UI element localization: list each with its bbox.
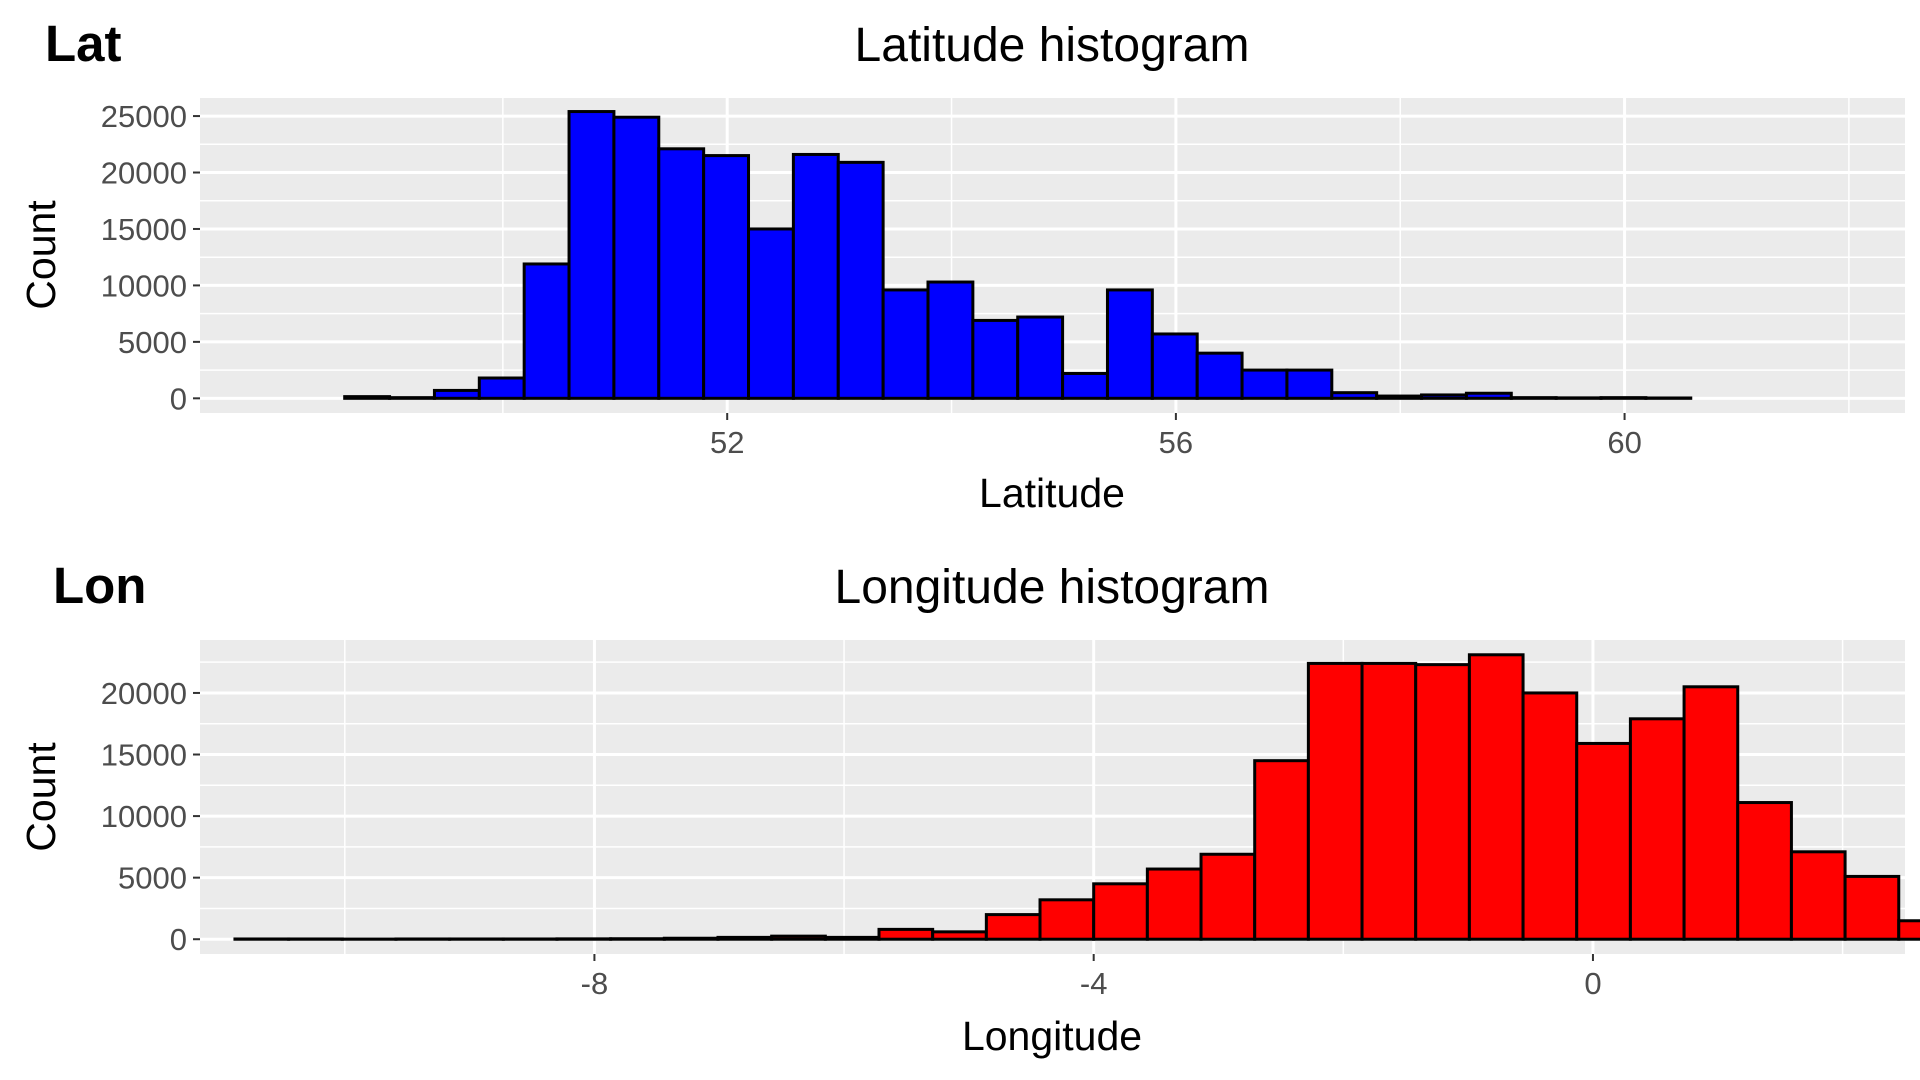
latitude-bar [1061, 371, 1109, 400]
latitude-x-axis-title: Latitude [979, 470, 1125, 516]
longitude-y-tick-label: 20000 [101, 676, 187, 711]
latitude-y-axis: 0 5000 10000 15000 20000 25000 [101, 99, 200, 416]
latitude-x-tick-label: 52 [710, 425, 744, 460]
longitude-bar [877, 927, 935, 941]
longitude-y-axis-title: Count [18, 742, 64, 852]
longitude-bar [984, 913, 1042, 941]
longitude-x-axis: -8 -4 0 [581, 954, 1602, 1001]
longitude-bar [1628, 717, 1686, 941]
longitude-bar [770, 934, 827, 941]
latitude-x-tick-label: 60 [1607, 425, 1641, 460]
longitude-bar [1306, 661, 1364, 941]
latitude-bar [1285, 368, 1334, 400]
latitude-bar [1509, 396, 1558, 400]
latitude-bar [836, 160, 885, 400]
latitude-bar [1599, 396, 1648, 400]
latitude-bar [1375, 394, 1424, 400]
latitude-y-tick-label: 10000 [101, 268, 187, 303]
longitude-bar [1575, 741, 1632, 941]
longitude-bar [1414, 663, 1471, 941]
longitude-bar [823, 935, 881, 941]
longitude-bar [662, 936, 720, 941]
longitude-bar [1843, 874, 1901, 941]
latitude-bar [1240, 368, 1289, 400]
latitude-bar [971, 318, 1020, 400]
latitude-y-tick-label: 25000 [101, 99, 187, 134]
latitude-bar [1330, 391, 1379, 400]
latitude-bar [1150, 332, 1199, 400]
longitude-y-tick-label: 15000 [101, 738, 187, 773]
longitude-bar [931, 930, 988, 941]
longitude-bar [1897, 919, 1920, 941]
latitude-x-tick-label: 56 [1159, 425, 1193, 460]
latitude-bar [477, 376, 526, 400]
longitude-bar [1682, 685, 1740, 941]
longitude-x-tick-label: 0 [1584, 966, 1601, 1001]
latitude-bar [791, 152, 840, 400]
latitude-bar [567, 110, 616, 400]
latitude-bar [388, 396, 436, 400]
latitude-bar [1195, 351, 1244, 400]
latitude-chart: Lat Latitude histogram 0 5000 10000 15000 20… [18, 15, 1905, 516]
longitude-chart: Lon Longitude histogram 0 5000 10000 15000 2… [18, 557, 1920, 1059]
latitude-bar [1464, 391, 1513, 400]
longitude-bar [1521, 691, 1579, 941]
latitude-y-tick-label: 5000 [118, 325, 187, 360]
longitude-x-tick-label: -8 [581, 966, 609, 1001]
latitude-y-tick-label: 15000 [101, 212, 187, 247]
latitude-bar [1420, 393, 1468, 400]
longitude-y-tick-label: 10000 [101, 799, 187, 834]
longitude-x-tick-label: -4 [1080, 966, 1108, 1001]
longitude-bar [1467, 653, 1525, 941]
longitude-y-axis: 0 5000 10000 15000 20000 [101, 676, 200, 957]
latitude-bar [926, 280, 975, 400]
longitude-bar [1038, 898, 1096, 941]
latitude-y-tick-label: 0 [170, 381, 187, 416]
latitude-x-axis: 52 56 60 [710, 413, 1642, 460]
latitude-y-tick-label: 20000 [101, 156, 187, 191]
longitude-bar [1360, 661, 1418, 941]
longitude-y-tick-label: 5000 [118, 861, 187, 896]
longitude-bar [1789, 850, 1847, 941]
latitude-panel-tag: Lat [45, 15, 122, 72]
longitude-bars [233, 653, 1920, 941]
latitude-bar [522, 262, 571, 400]
latitude-bar [702, 154, 751, 400]
latitude-bar [657, 147, 706, 400]
latitude-bar [747, 227, 795, 400]
longitude-bar [1199, 852, 1257, 941]
longitude-bar [1253, 759, 1310, 941]
latitude-bar [1105, 288, 1154, 400]
longitude-bar [716, 935, 774, 941]
latitude-bars [343, 110, 1693, 400]
longitude-x-axis-title: Longitude [962, 1013, 1142, 1059]
longitude-y-tick-label: 0 [170, 922, 187, 957]
longitude-bar [1092, 882, 1149, 941]
longitude-bar [1736, 801, 1793, 941]
latitude-bar [881, 288, 930, 400]
latitude-bar [612, 115, 661, 400]
latitude-bar [1016, 315, 1065, 400]
longitude-panel-tag: Lon [53, 557, 146, 614]
latitude-bar [432, 388, 481, 400]
latitude-y-axis-title: Count [18, 200, 64, 310]
longitude-bar [1145, 867, 1203, 941]
latitude-bar [343, 395, 392, 400]
longitude-chart-title: Longitude histogram [835, 561, 1270, 614]
latitude-chart-title: Latitude histogram [855, 19, 1250, 72]
